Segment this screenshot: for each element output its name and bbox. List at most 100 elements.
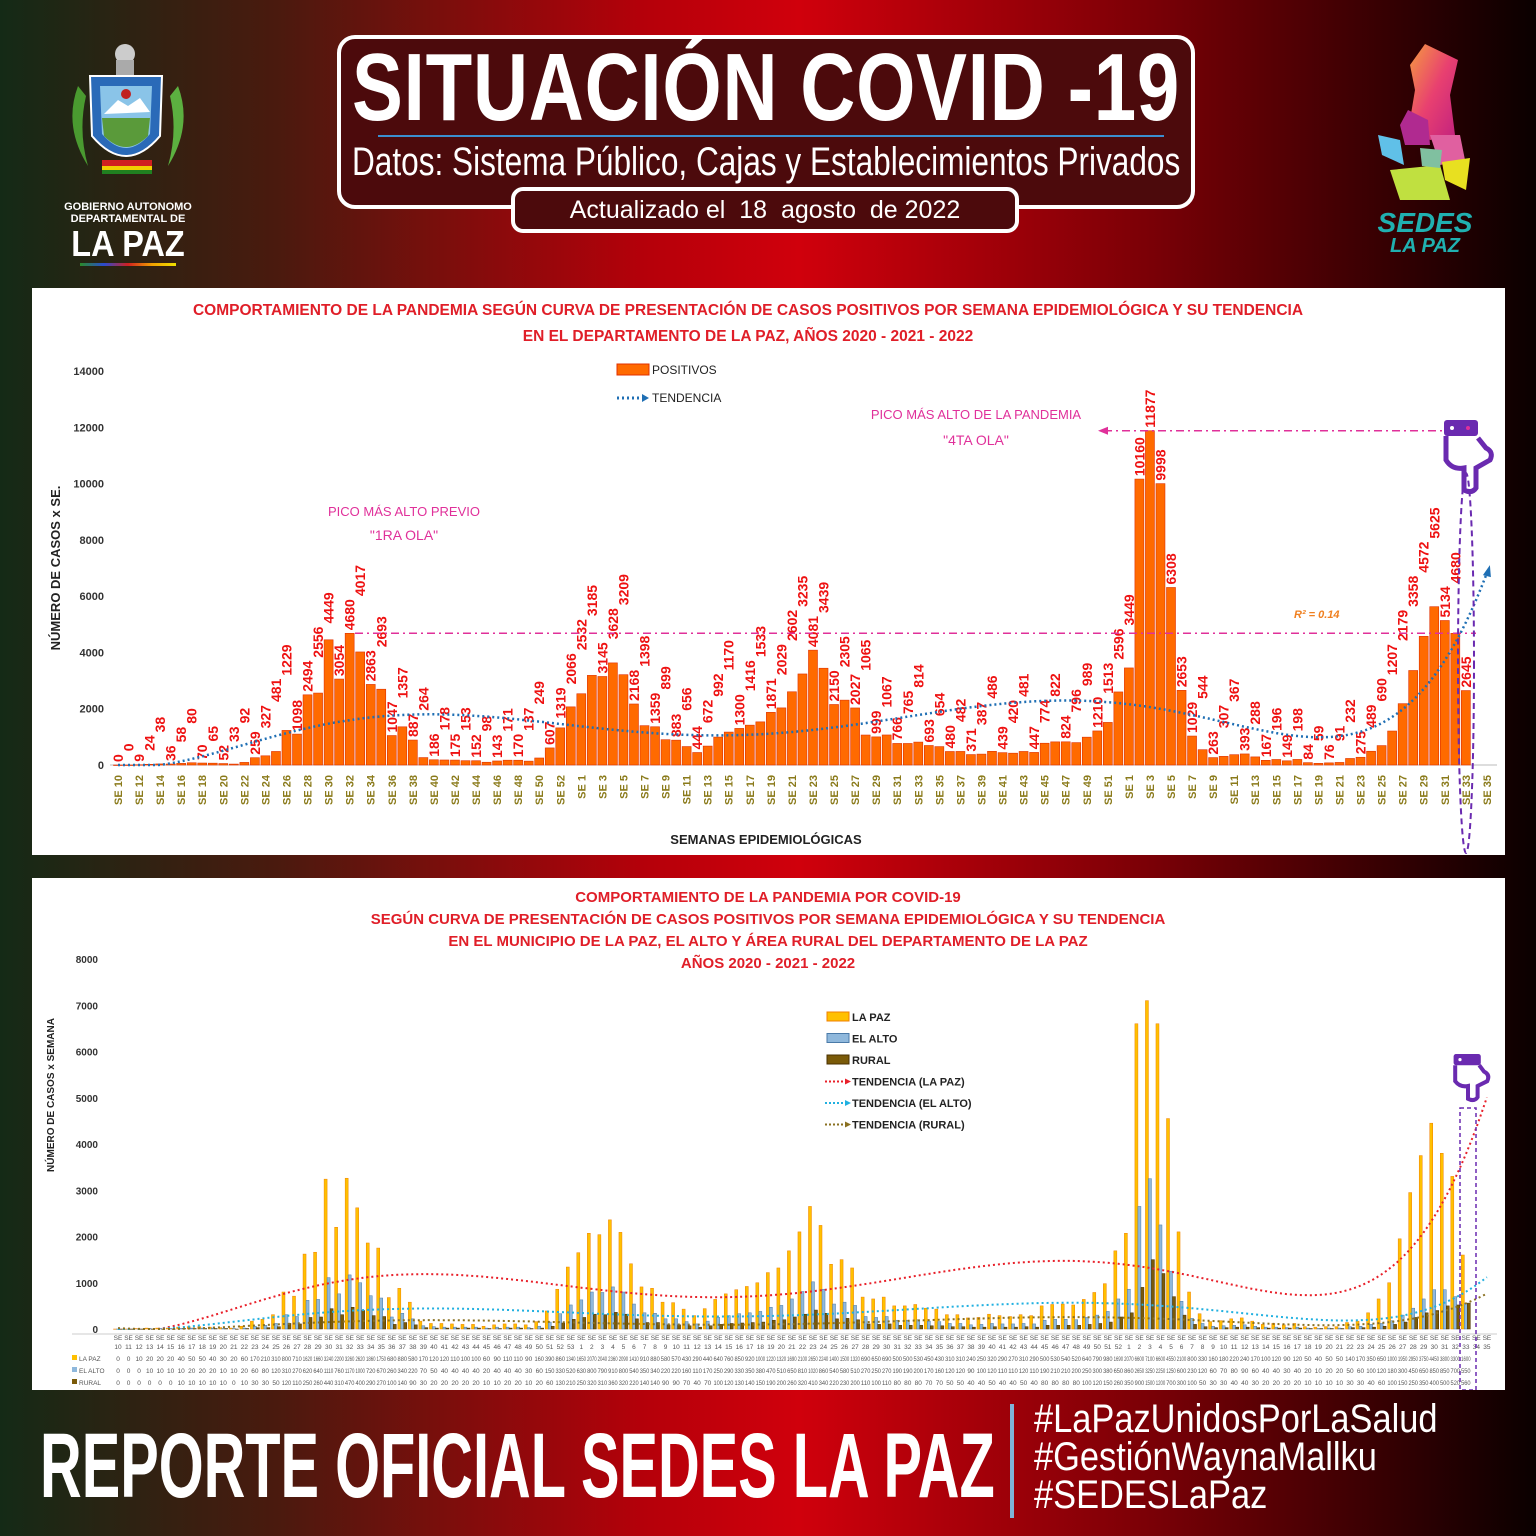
table-cell: 0 [158,1380,162,1387]
table-cell: 530 [1050,1356,1060,1363]
bar-la-paz [850,1267,854,1330]
bar-positivos [439,759,450,766]
bar-el-alto [653,1313,657,1330]
table-cell: 310 [956,1356,966,1363]
bar-positivos [165,763,176,766]
table-header-week: 6 [1180,1344,1184,1351]
table-cell: 580 [661,1356,671,1363]
table-cell: 140 [745,1380,755,1387]
bar-rural [972,1326,976,1330]
data-label: 1029 [1184,702,1200,733]
bar-positivos [281,730,292,766]
table-cell: 120 [1093,1380,1103,1387]
table-cell: 250 [977,1356,987,1363]
data-label: 774 [1037,700,1053,724]
table-cell: 50 [1346,1368,1354,1375]
data-label: 143 [489,734,505,758]
table-cell: 900 [1135,1380,1145,1387]
chart1-title-line1: COMPORTAMIENTO DE LA PANDEMIA SEGÚN CURV… [193,301,1303,319]
table-cell: 800 [282,1356,292,1363]
bar-la-paz [1218,1320,1223,1330]
data-label: 4680 [342,599,358,630]
table-cell: 330 [1198,1356,1208,1363]
table-cell: 1750 [377,1356,387,1363]
table-cell: 330 [556,1368,566,1375]
bar-positivos [1418,636,1429,766]
table-header-week: 45 [483,1344,491,1351]
table-header-prefix: SE [1282,1335,1291,1342]
y-tick-label: 5000 [76,1094,99,1105]
table-cell: 350 [745,1368,755,1375]
x-tick-label: SE 10 [113,775,125,805]
x-tick-label: SE 27 [850,775,862,805]
table-cell: 100 [1261,1356,1271,1363]
table-cell: 40 [1367,1380,1375,1387]
bar-positivos [481,761,492,766]
table-header-prefix: SE [861,1335,870,1342]
table-cell: 330 [735,1368,745,1375]
table-header-prefix: SE [640,1335,649,1342]
table-row-swatch [72,1355,77,1360]
table-header-prefix: SE [229,1335,238,1342]
data-label: 3054 [331,645,347,676]
table-header-prefix: SE [261,1335,270,1342]
table-header-prefix: SE [356,1335,365,1342]
table-cell: 630 [577,1368,587,1375]
data-label: 2532 [573,619,589,650]
table-header-week: 21 [1336,1344,1344,1351]
bar-el-alto [1348,1326,1352,1330]
x-tick-label: SE 5 [1166,775,1178,799]
table-cell: 30 [1357,1380,1365,1387]
table-cell: 220 [1229,1356,1239,1363]
table-header-week: 13 [704,1344,712,1351]
bar-la-paz [1282,1324,1286,1330]
bar-positivos [934,746,945,766]
bar-rural [1098,1323,1103,1330]
table-header-prefix: SE [1325,1335,1334,1342]
bar-positivos [1113,691,1124,766]
x-tick-label: SE 52 [555,775,567,805]
data-label: 489 [1363,704,1379,728]
table-cell: 2200 [334,1356,344,1363]
data-label: 482 [952,699,968,723]
table-cell: 40 [462,1368,470,1375]
table-header-week: 33 [357,1344,365,1351]
bar-positivos [1124,667,1134,766]
table-cell: 150 [756,1380,766,1387]
table-header-prefix: SE [998,1335,1007,1342]
data-label: 92 [236,708,252,724]
bar-rural [877,1324,881,1330]
table-cell: 580 [408,1356,418,1363]
table-cell: 70 [683,1380,691,1387]
table-header-prefix: SE [409,1335,418,1342]
bar-el-alto [189,1327,194,1330]
bar-la-paz [365,1242,370,1330]
bar-positivos [650,726,660,766]
table-header-prefix: SE [577,1335,586,1342]
bar-el-alto [590,1291,594,1330]
bar-rural [1035,1326,1039,1330]
bar-rural [572,1319,576,1330]
table-header-week: 27 [1399,1344,1407,1351]
table-cell: 40 [1273,1368,1281,1375]
bar-la-paz [1292,1323,1297,1330]
table-cell: 760 [334,1368,344,1375]
table-cell: 320 [619,1380,629,1387]
data-label: 814 [910,664,926,688]
table-header-prefix: SE [293,1335,302,1342]
bar-el-alto [1106,1311,1110,1330]
table-cell: 640 [313,1368,323,1375]
bar-positivos [702,745,713,766]
x-tick-label: SE 22 [239,775,251,805]
data-label: 766 [889,717,905,741]
table-cell: 190 [892,1368,902,1375]
table-cell: 10 [209,1380,217,1387]
table-cell: 40 [1315,1356,1323,1363]
data-label: 0 [121,743,137,751]
table-header-week: 9 [1211,1344,1215,1351]
table-header-prefix: SE [882,1335,891,1342]
table-header-prefix: SE [588,1335,597,1342]
data-label: 656 [679,687,695,711]
table-header-week: 12 [1241,1344,1249,1351]
current-week-highlight-2 [1459,1107,1477,1391]
